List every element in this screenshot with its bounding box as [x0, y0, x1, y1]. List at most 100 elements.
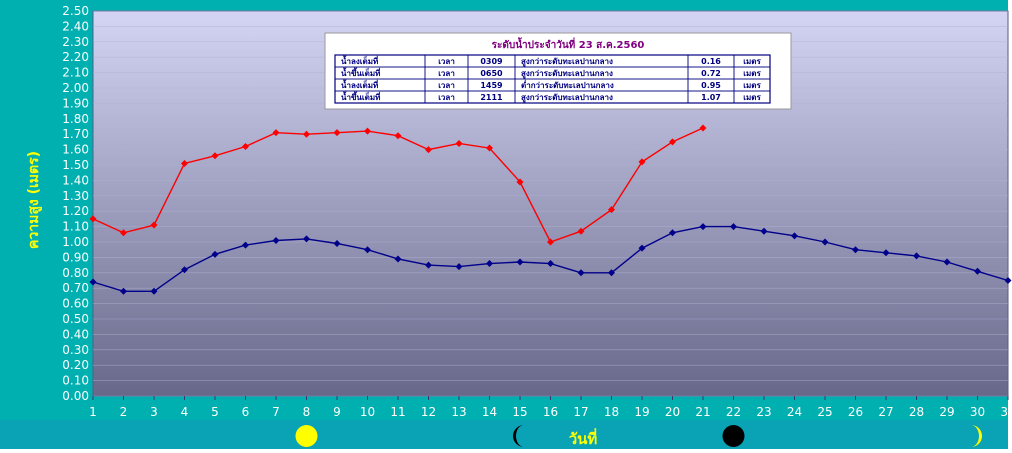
tide-info-table: ระดับน้ำประจำวันที่ 23 ส.ค.2560 น้ำลงเต็ม…: [324, 32, 792, 110]
moon-phase-icons: [295, 425, 982, 447]
x-tick-label: 10: [360, 405, 375, 419]
series-1-point: [333, 129, 341, 137]
x-tick-label: 28: [909, 405, 924, 419]
y-tick-label: 0.80: [62, 266, 89, 280]
series-2-point: [150, 287, 158, 295]
crescent-moon-icon: [513, 425, 524, 447]
x-tick-label: 22: [726, 405, 741, 419]
table-cell-text: เมตร: [743, 57, 761, 66]
table-cell-text: สูงกว่าระดับทะเลปานกลาง: [521, 57, 613, 67]
y-tick-label: 2.10: [62, 66, 89, 80]
series-2-point: [364, 246, 371, 254]
y-tick-label: 2.50: [62, 4, 89, 18]
y-tick-label: 2.40: [62, 19, 89, 33]
x-tick-label: 24: [787, 405, 802, 419]
table-cell-text: น้ำขึ้นเต็มที่: [341, 91, 380, 102]
x-tick-label: 18: [604, 405, 619, 419]
x-tick-label: 23: [756, 405, 771, 419]
x-tick-label: 1: [89, 405, 97, 419]
series-2-point: [699, 223, 707, 231]
x-tick-label: 29: [939, 405, 954, 419]
x-tick-label: 5: [211, 405, 219, 419]
series-2-point: [394, 255, 402, 263]
x-tick-label: 26: [848, 405, 863, 419]
y-tick-label: 1.70: [62, 127, 89, 141]
series-1-point: [364, 127, 371, 135]
x-tick-label: 15: [512, 405, 527, 419]
y-tick-label: 2.30: [62, 35, 89, 49]
series-group: [89, 124, 1012, 295]
series-1-point: [455, 139, 463, 147]
x-tick-label: 9: [333, 405, 341, 419]
crescent-moon-icon: [971, 425, 982, 447]
series-2-point: [242, 241, 249, 249]
table-cell-text: เวลา: [438, 57, 455, 66]
x-tick-label: 2: [120, 405, 128, 419]
series-2-point: [272, 236, 280, 244]
y-axis-label: ความสูง (เมตร): [26, 151, 42, 249]
series-1-point: [577, 227, 585, 235]
table-cell-text: 0650: [480, 69, 503, 78]
series-2-point: [974, 267, 981, 275]
y-tick-label: 0.00: [62, 389, 89, 403]
series-2-point: [669, 229, 676, 237]
series-1-point: [699, 124, 707, 132]
table-cell-text: เวลา: [438, 81, 455, 90]
y-tick-label: 1.30: [62, 189, 89, 203]
x-tick-label: 19: [634, 405, 649, 419]
series-2-point: [181, 266, 188, 274]
series-2-point: [516, 258, 524, 266]
x-tick-label: 7: [272, 405, 280, 419]
series-1-point: [120, 229, 127, 237]
series-1-point: [608, 206, 615, 214]
series-2-point: [120, 287, 127, 295]
series-2-point: [852, 246, 859, 254]
series-1-point: [181, 159, 188, 167]
series-2-point: [577, 269, 585, 277]
table-cell-text: 0309: [480, 57, 503, 66]
y-tick-label: 1.40: [62, 173, 89, 187]
y-axis-ticks: 0.000.10 0.200.30 0.400.500.60 0.700.80 0.90…: [62, 4, 89, 403]
bottom-band: [0, 420, 1008, 449]
y-tick-label: 1.20: [62, 204, 89, 218]
series-1-point: [272, 129, 280, 137]
series-1-point: [150, 221, 158, 229]
y-tick-label: 0.40: [62, 327, 89, 341]
y-tick-label: 2.00: [62, 81, 89, 95]
y-tick-label: 1.90: [62, 96, 89, 110]
table-cell-text: 2111: [480, 93, 503, 102]
x-tick-label: 11: [390, 405, 405, 419]
y-tick-label: 2.20: [62, 50, 89, 64]
table-cell-text: สูงกว่าระดับทะเลปานกลาง: [521, 69, 613, 79]
series-1-point: [242, 143, 249, 151]
x-tick-label: 25: [817, 405, 832, 419]
x-tick-label: 31: [1000, 405, 1012, 419]
x-tick-label: 13: [451, 405, 466, 419]
x-tick-label: 12: [421, 405, 436, 419]
series-1-point: [486, 144, 493, 152]
x-tick-label: 17: [573, 405, 588, 419]
x-tick-label: 6: [242, 405, 250, 419]
series-1-point: [425, 146, 432, 154]
series-1-point: [394, 132, 402, 140]
x-axis-ticks: 1 2 3 4 5 6 7 8 9 10 11 12 13 14 15 16 17 18 19 20 21 22 23 24 2…: [89, 396, 1012, 419]
new-moon-icon: [722, 425, 745, 447]
y-tick-label: 0.70: [62, 281, 89, 295]
table-background: [324, 32, 792, 110]
y-tick-label: 1.60: [62, 143, 89, 157]
series-2-point: [821, 238, 829, 246]
y-tick-label: 0.90: [62, 250, 89, 264]
series-2-point: [638, 244, 646, 252]
series-2-point: [882, 249, 890, 257]
table-cell-text: น้ำขึ้นเต็มที่: [341, 67, 380, 78]
table-cell-text: เมตร: [743, 81, 761, 90]
table-title: ระดับน้ำประจำวันที่ 23 ส.ค.2560: [492, 37, 645, 51]
full-moon-icon: [295, 425, 318, 447]
series-1-point: [303, 130, 310, 138]
x-axis-label: วันที่: [569, 428, 598, 448]
series-2-point: [1004, 277, 1012, 284]
table-cell-text: 0.95: [701, 81, 721, 90]
y-tick-label: 1.00: [62, 235, 89, 249]
